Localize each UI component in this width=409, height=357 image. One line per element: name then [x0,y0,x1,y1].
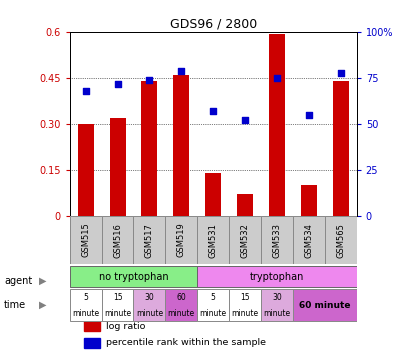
Point [337,70,343,75]
Bar [70,289,101,321]
Text: percentile rank within the sample: percentile rank within the sample [106,338,265,347]
Bar [205,173,220,216]
Text: GSM515: GSM515 [81,223,90,257]
Text: 30: 30 [272,293,281,302]
Bar [261,289,292,321]
Text: 60: 60 [176,293,186,302]
Bar [165,216,197,265]
Text: ▶: ▶ [39,276,46,286]
Bar [70,266,197,287]
Text: time: time [4,300,26,310]
Text: 15: 15 [240,293,249,302]
Bar [84,338,100,348]
Bar [101,216,133,265]
Bar [173,75,189,216]
Text: minute: minute [263,309,290,318]
Text: agent: agent [4,276,32,286]
Bar [332,81,348,216]
Point [82,88,89,94]
Bar [292,216,324,265]
Bar [165,289,197,321]
Point [146,77,152,83]
Point [305,112,311,117]
Bar [300,185,316,216]
Bar [197,266,356,287]
Bar [324,216,356,265]
Bar [133,289,165,321]
Text: no tryptophan: no tryptophan [99,272,168,282]
Text: GSM532: GSM532 [240,223,249,257]
Point [241,117,248,123]
Text: GSM531: GSM531 [208,223,217,257]
Bar [141,81,157,216]
Bar [236,194,252,216]
Text: ▶: ▶ [39,300,46,310]
Bar [292,289,356,321]
Title: GDS96 / 2800: GDS96 / 2800 [169,18,256,31]
Text: 60 minute: 60 minute [298,301,350,310]
Bar [197,289,229,321]
Point [273,75,280,81]
Bar [133,216,165,265]
Text: 5: 5 [210,293,215,302]
Point [114,81,121,86]
Bar [77,124,93,216]
Text: GSM519: GSM519 [176,223,185,257]
Bar [229,289,261,321]
Text: minute: minute [135,309,163,318]
Text: log ratio: log ratio [106,322,145,331]
Bar [197,216,229,265]
Bar [261,216,292,265]
Text: minute: minute [72,309,99,318]
Text: minute: minute [199,309,226,318]
Text: GSM516: GSM516 [113,223,122,257]
Point [178,68,184,74]
Text: GSM533: GSM533 [272,223,281,258]
Text: GSM517: GSM517 [144,223,153,257]
Bar [229,216,261,265]
Text: 30: 30 [144,293,154,302]
Bar [109,118,125,216]
Text: 15: 15 [112,293,122,302]
Text: tryptophan: tryptophan [249,272,303,282]
Point [209,108,216,114]
Bar [101,289,133,321]
Text: GSM565: GSM565 [335,223,344,257]
Bar [84,321,100,331]
Text: minute: minute [167,309,194,318]
Text: 5: 5 [83,293,88,302]
Bar [70,216,101,265]
Text: minute: minute [104,309,131,318]
Text: minute: minute [231,309,258,318]
Text: GSM534: GSM534 [303,223,312,257]
Bar [268,34,284,216]
